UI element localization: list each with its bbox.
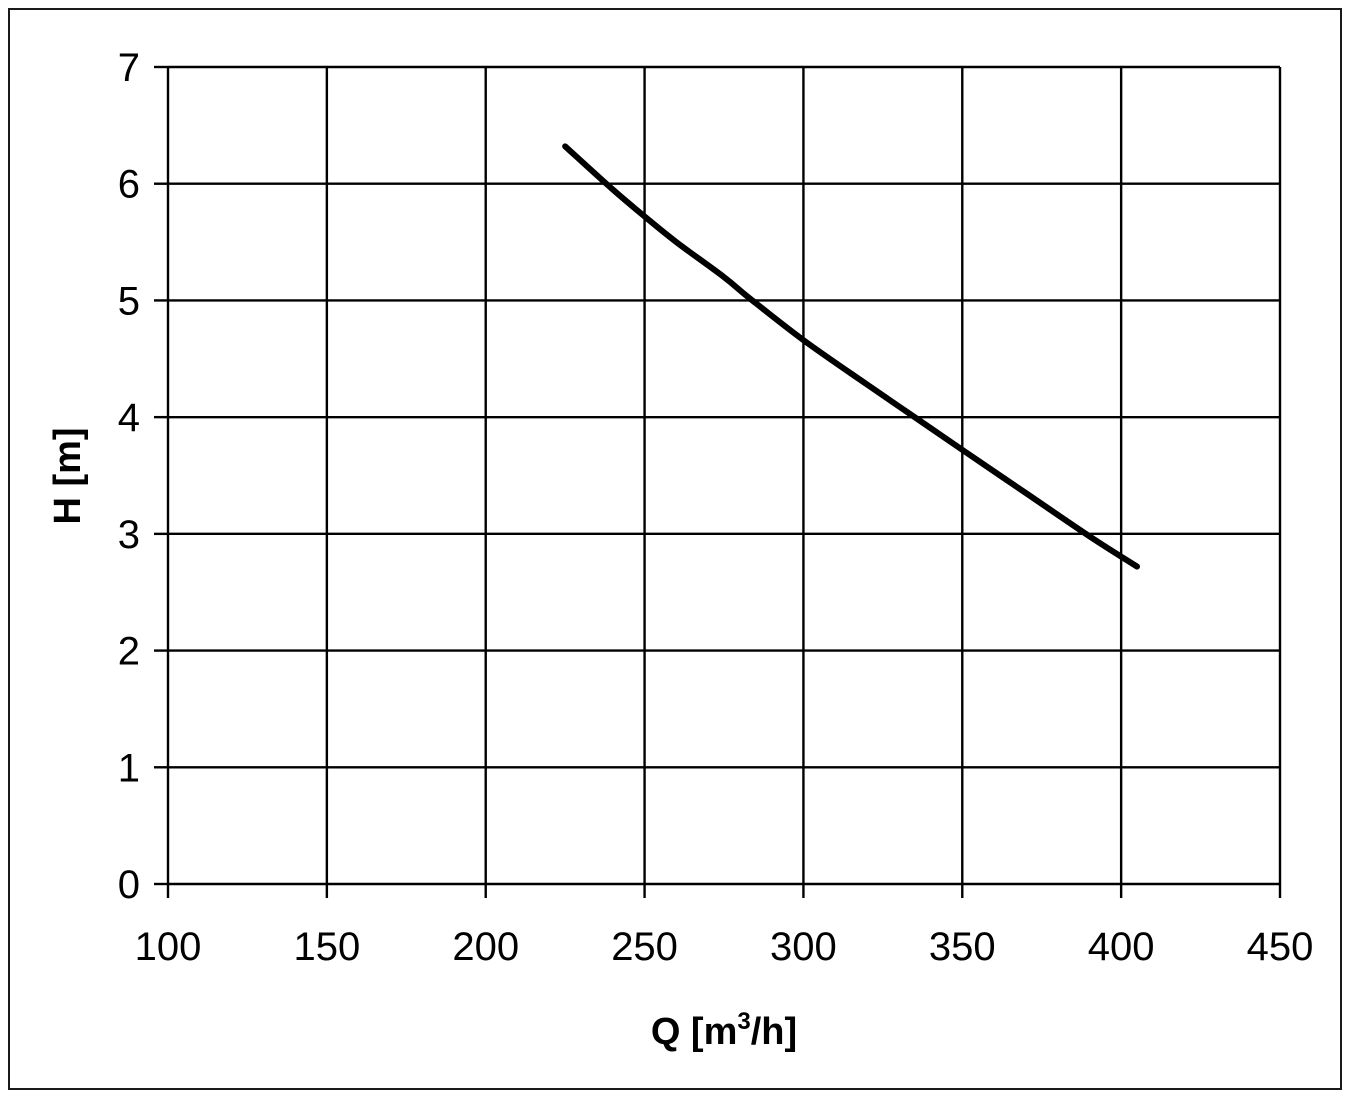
y-tick-label-6: 6 <box>118 163 140 207</box>
y-axis-title: H [m] <box>47 427 89 524</box>
x-tick-label-350: 350 <box>929 925 996 969</box>
x-tick-label-450: 450 <box>1247 925 1314 969</box>
ticks-layer <box>154 65 1282 898</box>
x-tick-label-100: 100 <box>135 925 202 969</box>
x-tick-label-300: 300 <box>770 925 837 969</box>
x-tick-label-200: 200 <box>452 925 519 969</box>
x-tick-label-400: 400 <box>1088 925 1155 969</box>
grid-layer <box>166 65 1282 886</box>
y-tick-label-0: 0 <box>118 863 140 907</box>
y-tick-label-4: 4 <box>118 396 140 440</box>
x-axis-title: Q [m3/h] <box>651 1008 797 1053</box>
tick-labels: 100 150 200 250 300 350 400 450 0 1 2 3 4 5 6 7 <box>118 46 1314 969</box>
x-tick-label-150: 150 <box>293 925 360 969</box>
y-tick-label-1: 1 <box>118 746 140 790</box>
x-tick-label-250: 250 <box>611 925 678 969</box>
y-tick-label-5: 5 <box>118 279 140 323</box>
chart-frame <box>8 8 1342 1090</box>
y-tick-label-3: 3 <box>118 513 140 557</box>
series-layer <box>562 143 1141 570</box>
y-tick-label-2: 2 <box>118 630 140 674</box>
y-tick-label-7: 7 <box>118 46 140 90</box>
series-line-0 <box>562 143 1141 570</box>
